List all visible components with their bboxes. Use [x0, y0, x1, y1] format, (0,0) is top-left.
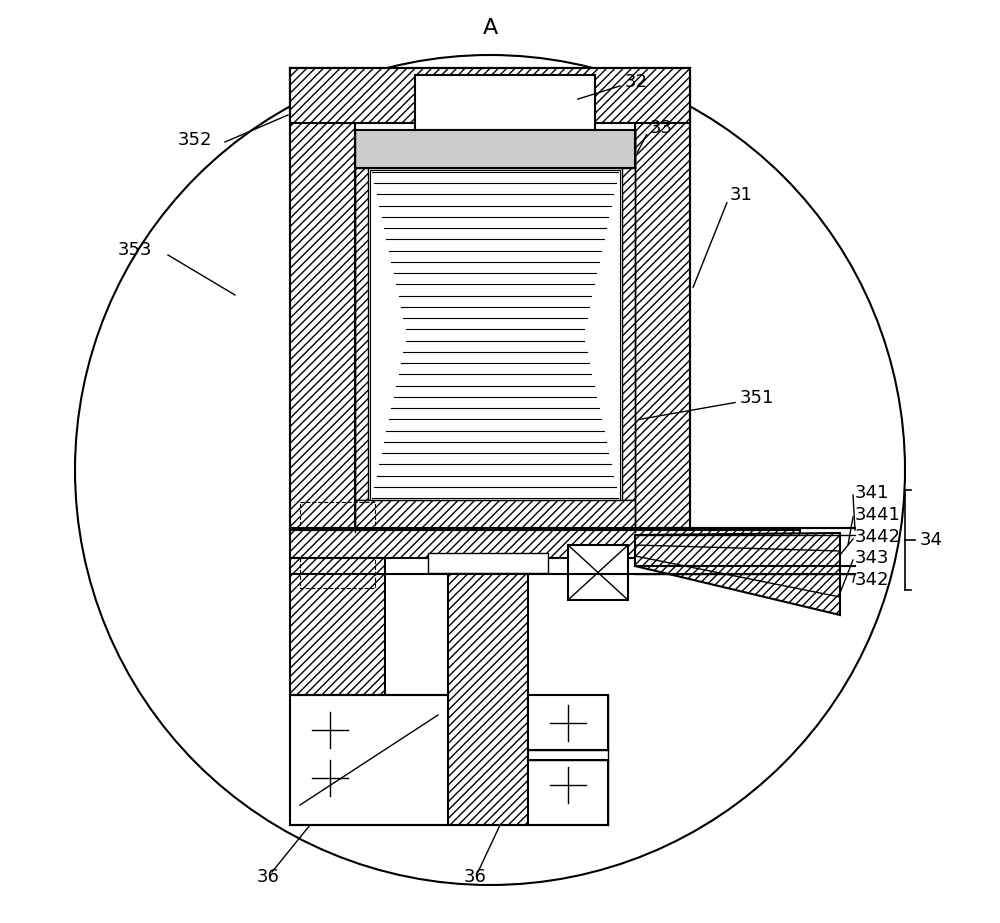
Polygon shape [355, 130, 635, 168]
Polygon shape [355, 500, 635, 532]
Polygon shape [428, 553, 548, 573]
Polygon shape [528, 760, 608, 825]
Text: 343: 343 [855, 549, 890, 567]
Text: A: A [482, 18, 498, 38]
Polygon shape [290, 530, 800, 558]
Text: 31: 31 [730, 186, 753, 204]
Polygon shape [622, 130, 635, 500]
Polygon shape [635, 68, 690, 530]
Text: 34: 34 [920, 531, 943, 549]
Polygon shape [568, 545, 628, 600]
Polygon shape [290, 68, 355, 530]
Polygon shape [290, 695, 448, 825]
Polygon shape [448, 558, 528, 825]
Text: 342: 342 [855, 571, 890, 589]
Polygon shape [290, 68, 690, 123]
Text: 33: 33 [650, 119, 673, 137]
Text: 32: 32 [625, 73, 648, 91]
Text: 3441: 3441 [855, 506, 901, 524]
Polygon shape [528, 695, 608, 750]
Polygon shape [355, 130, 635, 168]
Text: 36: 36 [257, 868, 279, 886]
Polygon shape [355, 130, 368, 500]
Polygon shape [290, 558, 385, 695]
Text: 353: 353 [118, 241, 152, 259]
Text: 352: 352 [178, 131, 212, 149]
Polygon shape [635, 533, 840, 615]
Text: 36: 36 [464, 868, 486, 886]
Text: 341: 341 [855, 484, 889, 502]
Text: 351: 351 [740, 389, 774, 407]
Text: 3442: 3442 [855, 528, 901, 546]
Polygon shape [415, 75, 595, 130]
